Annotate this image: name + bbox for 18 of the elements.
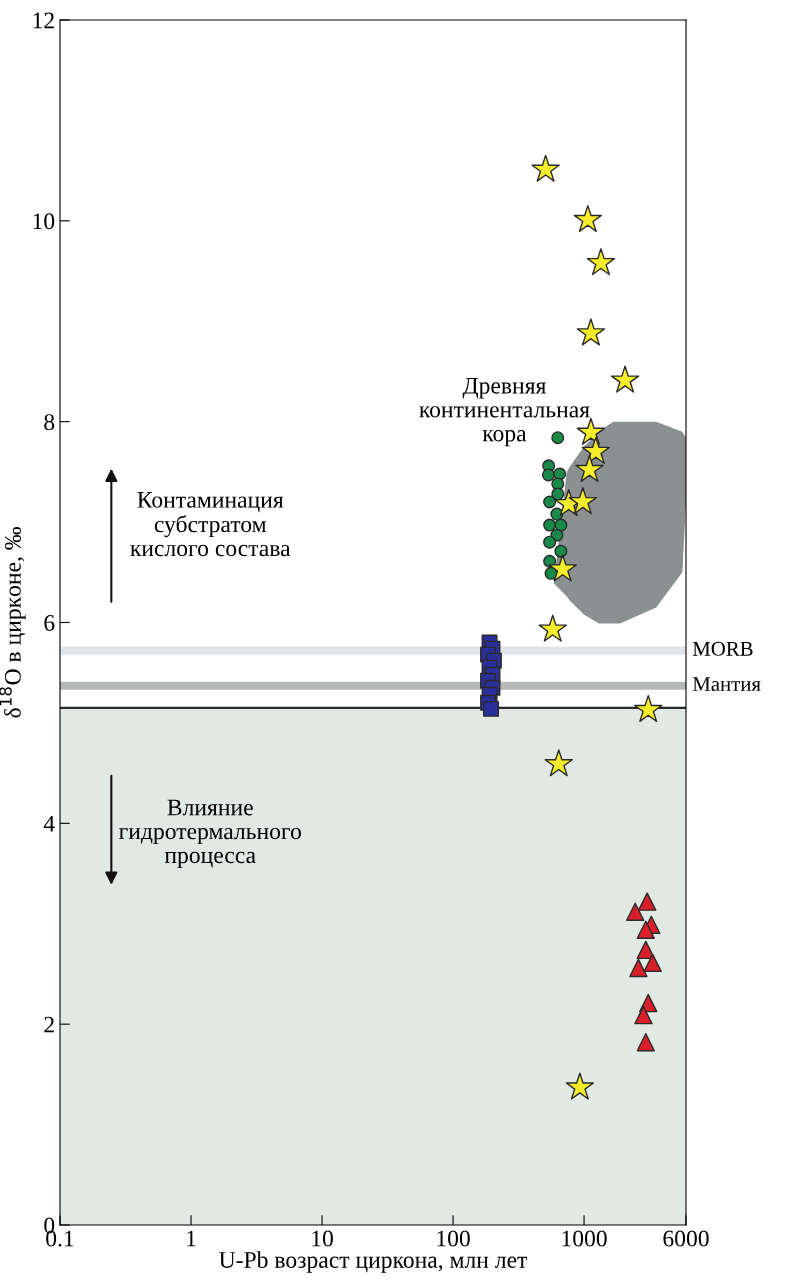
x-axis-title: U-Pb возраст циркона, млн лет	[219, 1251, 528, 1273]
x-tick-label: 6000	[663, 1230, 709, 1247]
y-tick-label: 12	[33, 12, 54, 29]
annotation: Влияние гидротермального процесса	[119, 799, 301, 868]
band-label: Мантия	[692, 677, 761, 691]
annotation: Контаминация субстратом кислого состава	[130, 492, 291, 557]
y-tick-label: 6	[44, 615, 55, 631]
x-tick-label: 10	[312, 1230, 333, 1247]
y-tick-label: 8	[44, 414, 55, 431]
y-axis-title: δ$^{18}$O в цирконе, ‰	[0, 527, 26, 718]
x-tick-label: 1000	[562, 1230, 607, 1247]
band-label: MORB	[692, 641, 753, 656]
x-tick-label: 100	[437, 1230, 470, 1247]
y-tick-label: 2	[44, 1016, 54, 1033]
y-tick-label: 4	[43, 815, 55, 832]
x-tick-label: 1	[187, 1230, 196, 1247]
annotation: Древняя континентальная кора	[419, 377, 590, 447]
y-tick-label: 10	[33, 213, 55, 230]
